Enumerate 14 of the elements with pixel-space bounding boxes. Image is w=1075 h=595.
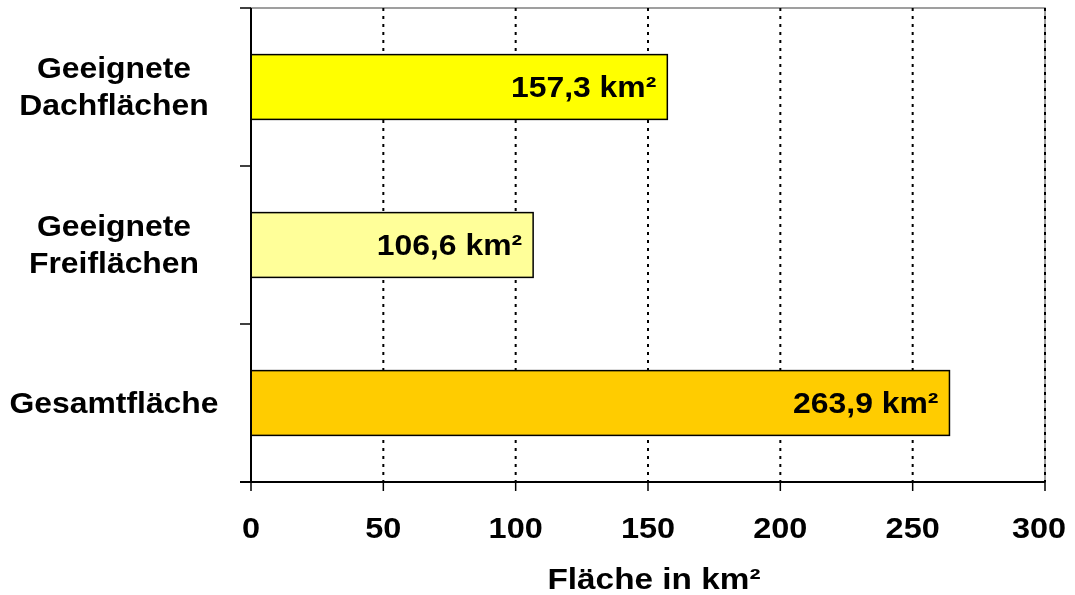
y-tick-label: Geeignete Dachflächen [19, 51, 209, 122]
y-tick-label: Geeignete Freiflächen [28, 209, 200, 280]
x-tick-label: 100 [488, 511, 543, 545]
x-tick-label: 0 [241, 511, 261, 545]
y-tick-label: Gesamtfläche [9, 386, 219, 419]
data-label: 263,9 km² [793, 386, 939, 419]
x-tick-label: 50 [365, 511, 402, 545]
data-label: 106,6 km² [376, 228, 523, 261]
x-tick-label: 150 [620, 511, 676, 545]
data-label: 157,3 km² [510, 70, 657, 103]
x-tick-label: 200 [753, 511, 808, 545]
x-tick-label: 250 [885, 511, 940, 545]
x-tick-label: 300 [1011, 511, 1067, 545]
x-axis-title: Fläche in km² [547, 563, 761, 595]
